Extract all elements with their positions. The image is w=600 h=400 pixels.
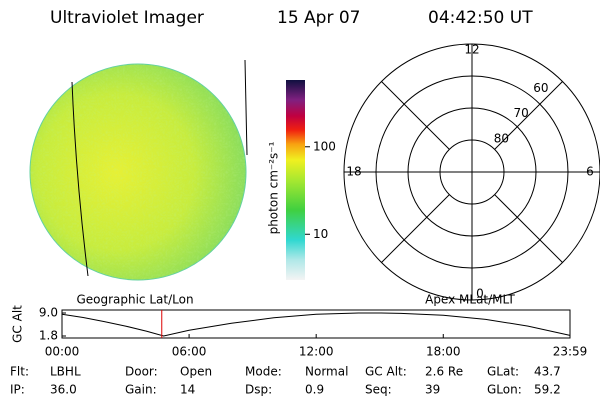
mlt-label: 0 (476, 287, 484, 301)
image-title: Geographic Lat/Lon (76, 293, 193, 307)
info-value: 0.9 (305, 383, 324, 397)
info-label: IP: (10, 383, 25, 397)
date: 15 Apr 07 (277, 8, 360, 28)
polar-diagonal (494, 81, 563, 150)
y-tick-label: 1.8 (39, 329, 58, 343)
y-tick-label: 9.0 (39, 306, 58, 320)
x-tick-label: 06:00 (172, 345, 207, 359)
ring-label: 60 (533, 81, 548, 95)
x-tick-label: 00:00 (45, 345, 80, 359)
altitude-line (61, 312, 571, 337)
info-value: 36.0 (50, 383, 77, 397)
mlt-label: 6 (586, 165, 594, 179)
info-value: LBHL (50, 365, 81, 379)
polar-diagonal (381, 81, 450, 150)
ring-label: 80 (494, 131, 509, 145)
terminator-line (71, 81, 89, 277)
time: 04:42:50 UT (428, 8, 533, 28)
info-value: Normal (305, 365, 348, 379)
x-tick-label: 23:59 (553, 345, 588, 359)
image-texture (30, 64, 246, 280)
colorbar-tick-label: 10 (313, 227, 328, 241)
polar-diagonal (381, 194, 450, 263)
mlt-label: 12 (464, 43, 479, 57)
y-axis-label: GC Alt (11, 305, 25, 343)
info-value: 43.7 (534, 365, 561, 379)
info-label: Dsp: (245, 383, 272, 397)
scale-line (244, 59, 248, 156)
info-label: Mode: (245, 365, 282, 379)
x-tick-label: 12:00 (299, 345, 334, 359)
info-value: 39 (425, 383, 440, 397)
info-label: GLat: (487, 365, 519, 379)
info-label: Flt: (10, 365, 29, 379)
info-label: GLon: (487, 383, 522, 397)
info-value: 2.6 Re (425, 365, 463, 379)
ring-label: 70 (514, 106, 529, 120)
mlt-label: 18 (346, 165, 361, 179)
colorbar (286, 80, 305, 280)
info-label: Seq: (365, 383, 392, 397)
polar-diagonal (494, 194, 563, 263)
x-tick-label: 18:00 (426, 345, 461, 359)
colorbar-tick-label: 100 (313, 139, 336, 153)
info-label: Door: (125, 365, 158, 379)
title: Ultraviolet Imager (50, 8, 204, 28)
info-label: GC Alt: (365, 365, 407, 379)
info-value: Open (180, 365, 212, 379)
colorbar-label: photon cm⁻²s⁻¹ (267, 141, 281, 234)
info-value: 59.2 (534, 383, 561, 397)
info-label: Gain: (125, 383, 157, 397)
info-value: 14 (180, 383, 195, 397)
